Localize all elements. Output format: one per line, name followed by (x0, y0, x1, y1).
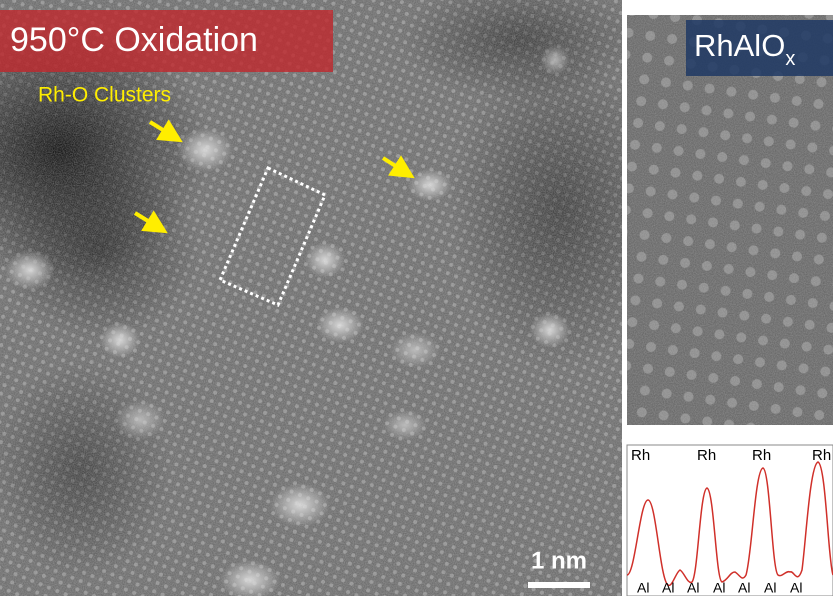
scale-bar (528, 582, 590, 588)
zoom-image (627, 15, 833, 425)
peak-label: Rh (812, 447, 831, 464)
valley-label: Al (790, 580, 802, 596)
scale-bar-label: 1 nm (531, 547, 587, 574)
valley-label: Al (738, 580, 750, 596)
annotation: Rh-O Clusters (38, 84, 171, 107)
peak-label: Rh (752, 447, 771, 464)
title-subscript: x (785, 48, 795, 70)
profile-panel (627, 445, 833, 596)
panel-title: 950°C Oxidation (10, 21, 258, 59)
valley-label: Al (637, 580, 649, 596)
figure: 950°C Oxidation Rh-O Clusters 1 nm RhAlO… (0, 0, 833, 596)
valley-label: Al (662, 580, 674, 596)
valley-label: Al (764, 580, 776, 596)
valley-label: Al (687, 580, 699, 596)
valley-label: Al (713, 580, 725, 596)
peak-label: Rh (697, 447, 716, 464)
title-text: RhAlO (694, 28, 785, 63)
peak-label: Rh (631, 447, 650, 464)
